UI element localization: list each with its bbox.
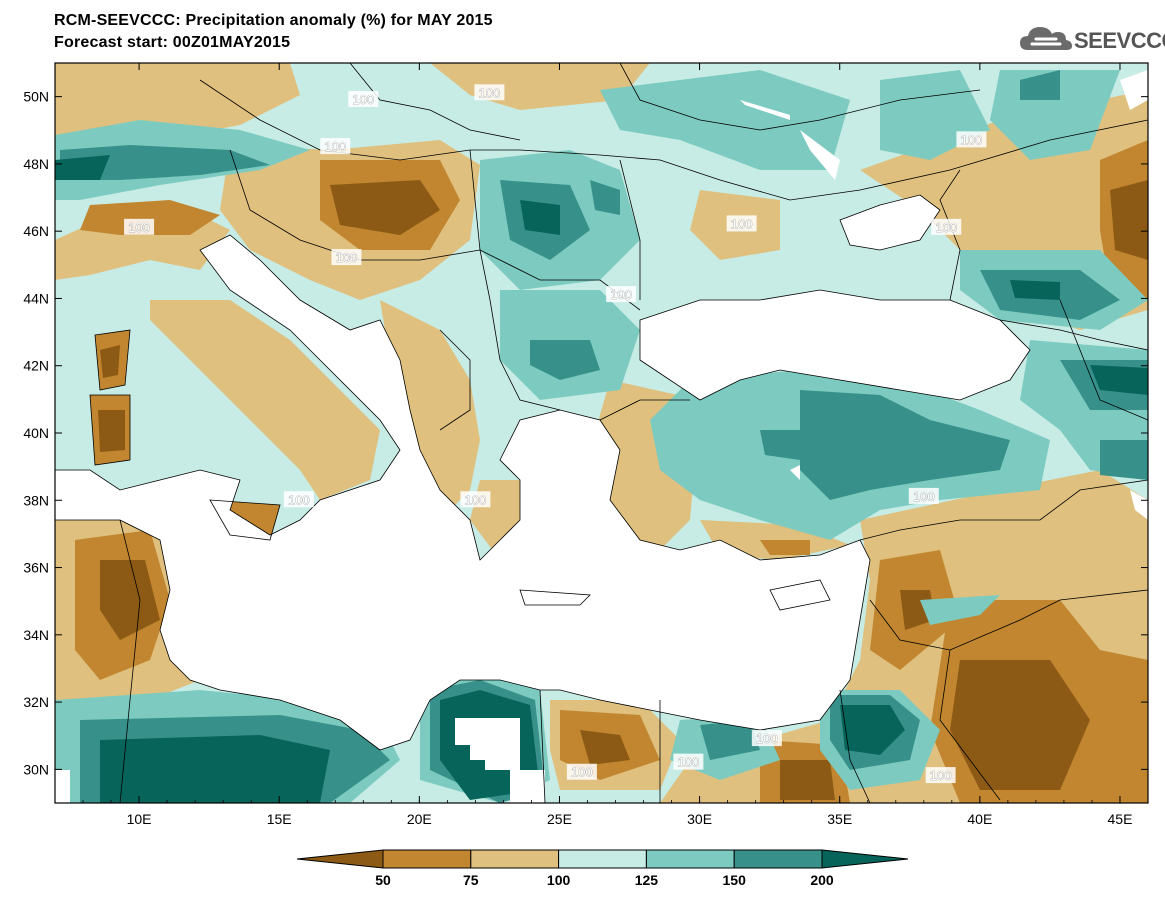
lon-tick-label: 30E [687,811,712,827]
contour-label-bg [320,138,351,155]
contour-label-bg [124,218,155,235]
contour-label: 100 [336,250,358,265]
contour-label-bg [925,767,956,784]
lat-tick-label: 42N [23,358,49,374]
contour-label: 100 [961,132,983,147]
contour-label: 100 [930,768,952,783]
cloud-icon [1020,27,1072,50]
contour-label: 100 [465,492,487,507]
sea-mask [55,70,1148,803]
contour-label-bg [460,491,491,508]
seevccc-logo: SEEVCCC [1018,22,1165,56]
contour-label-bg [331,249,362,266]
contour-label: 100 [610,287,632,302]
contour-label: 100 [128,220,150,235]
lat-tick-label: 30N [23,761,49,777]
lon-tick-label: 25E [547,811,572,827]
forecast-start-label: Forecast start: 00Z01MAY2015 [54,34,291,51]
lat-tick-label: 32N [23,694,49,710]
contour-label: 100 [479,85,501,100]
contour-label: 100 [324,139,346,154]
contour-label: 100 [913,489,935,504]
contour-label: 100 [678,755,700,770]
colorbar-segment [645,849,735,869]
lon-tick-label: 35E [827,811,852,827]
lat-tick-label: 40N [23,425,49,441]
colorbar-label: 75 [463,872,479,888]
colorbar-segment [470,849,560,869]
colorbar-label: 50 [375,872,391,888]
latitude-axis: 50N 48N 46N 44N 42N 40N 38N 36N 34N 32N 30N [23,89,1148,777]
contour-label-bg [908,487,939,504]
contour-label-bg [956,131,987,148]
map-title: RCM-SEEVCCC: Precipitation anomaly (%) f… [54,12,493,29]
lat-tick-label: 46N [23,223,49,239]
colorbar-segment [821,849,909,869]
contour-label-bg [726,215,757,232]
map-area: 100 100 100 100 100 100 100 100 100 100 100 100 100 1… [55,63,1148,803]
coastlines-borders [55,63,1148,803]
contour-label-bg [931,218,962,235]
lat-tick-label: 38N [23,492,49,508]
contour-label-bg [673,753,704,770]
colorbar-label: 200 [810,872,834,888]
colorbar-segment [296,849,384,869]
contour-label-bg [283,491,314,508]
anomaly-dry-extreme [98,180,1148,800]
logo-text: SEEVCCC [1074,28,1165,53]
colorbar-segment [382,849,472,869]
lon-tick-label: 20E [407,811,432,827]
lon-tick-label: 45E [1108,811,1133,827]
contour-label: 100 [935,220,957,235]
contour-label: 100 [288,492,310,507]
lat-tick-label: 36N [23,560,49,576]
colorbar-label: 125 [635,872,659,888]
contour-label-bg [566,763,597,780]
contour-label-bg [348,91,379,107]
lat-tick-label: 34N [23,627,49,643]
lat-tick-label: 48N [23,156,49,172]
colorbar-segment [733,849,823,869]
lon-tick-label: 15E [267,811,292,827]
contour-label: 100 [571,765,593,780]
contour-label-bg [606,286,637,303]
contour-label: 100 [731,216,753,231]
colorbar-label: 100 [547,872,571,888]
lat-tick-label: 50N [23,89,49,105]
contour-labels: 100 100 100 100 100 100 100 100 100 100 100 100 100 1… [124,84,987,784]
lat-tick-label: 44N [23,290,49,306]
contour-label: 100 [756,731,778,746]
colorbar-segment [558,849,647,869]
lon-tick-label: 10E [127,811,152,827]
colorbar-label: 150 [723,872,747,888]
contour-label-bg [751,730,782,747]
contour-label-bg [474,84,505,101]
colorbar: 50 75 100 125 150 200 [296,849,909,888]
contour-label: 100 [352,92,374,107]
lon-tick-label: 40E [967,811,992,827]
longitude-axis: 10E 15E 20E 25E 30E 35E 40E 45E [82,63,1149,827]
